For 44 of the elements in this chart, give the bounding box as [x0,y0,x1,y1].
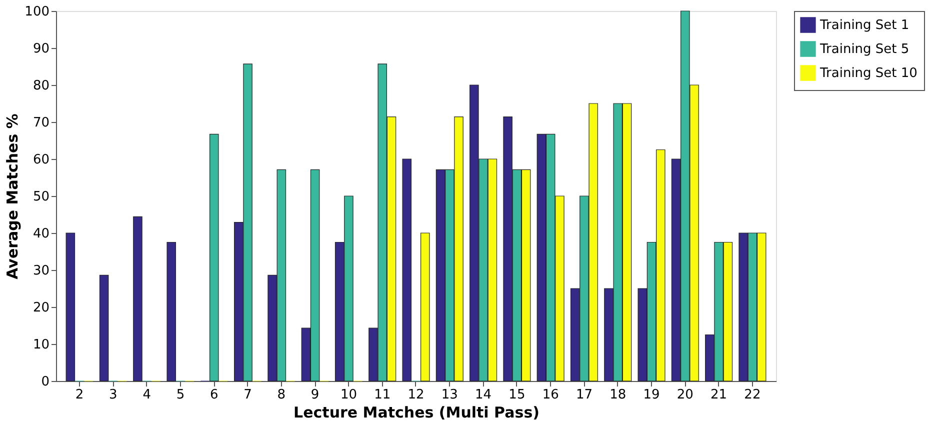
bar [133,216,142,382]
y-tick-label: 20 [32,300,50,316]
y-tick-label: 80 [32,78,50,94]
x-tick-label: 3 [109,388,118,402]
y-tick-label: 90 [32,42,50,56]
x-tick-label: 9 [310,388,320,402]
x-tick-label: 5 [176,388,185,402]
x-tick-label: 19 [643,388,660,402]
x-tick-label: 8 [277,388,286,402]
y-tick-label: 40 [32,226,50,242]
x-tick-label: 21 [710,388,728,402]
x-tick-label: 14 [475,388,492,402]
x-tick-label: 15 [508,388,526,402]
x-tick-label: 11 [374,388,391,402]
x-tick-label: 18 [610,388,626,402]
legend-label: Training Set 10 [819,66,918,81]
y-tick-label: 70 [32,116,50,130]
legend-label: Training Set 1 [819,18,910,33]
x-tick-label: 20 [676,388,694,402]
x-tick-label: 16 [542,388,559,402]
x-axis-title: Lecture Matches (Multi Pass) [294,404,540,422]
bar [99,274,109,382]
x-tick-label: 22 [744,388,761,402]
legend-label: Training Set 5 [819,42,910,57]
x-tick-label: 7 [244,388,252,402]
y-tick-label: 10 [32,338,50,352]
x-tick-label: 6 [210,388,218,402]
bar [420,232,430,382]
x-tick-label: 2 [75,388,84,402]
x-tick-label: 12 [408,388,424,402]
y-tick-label: 0 [41,374,50,390]
x-tick-label: 4 [142,388,151,402]
x-tick-label: 17 [576,388,592,402]
bar [209,134,219,382]
y-tick-label: 30 [32,264,50,278]
x-tick-label: 10 [340,388,357,402]
bar [166,242,176,382]
bar [402,158,412,382]
y-tick-label: 50 [32,190,50,204]
bar [66,232,76,382]
y-tick-label: 60 [32,152,50,168]
y-tick-label: 100 [24,4,50,20]
x-tick-label: 13 [441,388,458,402]
y-axis-title: Average Matches % [4,114,22,280]
